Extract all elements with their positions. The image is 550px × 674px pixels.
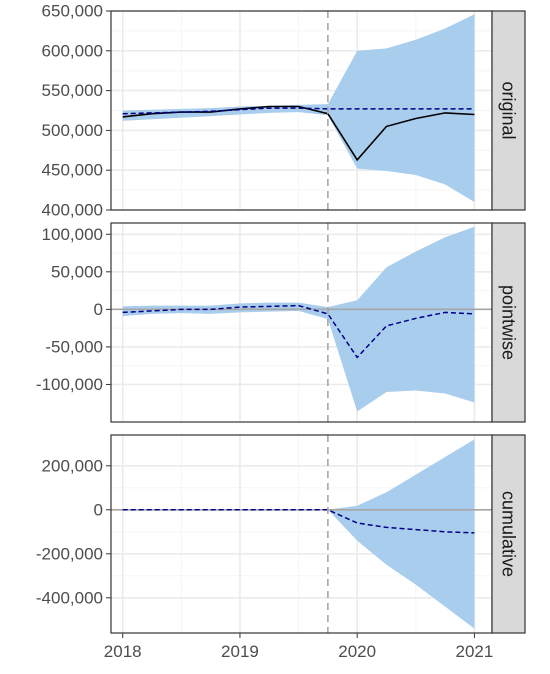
y-tick-label: 600,000 [42, 41, 103, 60]
y-tick-label: 50,000 [51, 262, 103, 281]
y-tick-label: 0 [94, 500, 103, 519]
y-tick-label: -200,000 [36, 544, 103, 563]
credible-interval-band [122, 14, 475, 203]
facet-strip-label: cumulative [499, 491, 519, 577]
facet-strip-label: pointwise [499, 285, 519, 360]
predicted-line [122, 107, 475, 115]
predicted-line [122, 509, 475, 534]
y-tick-label: 550,000 [42, 81, 103, 100]
panel-cumulative: -400,000 -200,000 0 200,000 cumulative [36, 434, 526, 634]
x-tick-label: 2019 [221, 642, 259, 661]
x-axis: 2018 2019 2020 2021 [104, 633, 494, 661]
x-tick-label: 2018 [104, 642, 142, 661]
facet-strip [491, 10, 526, 211]
y-tick-label: 450,000 [42, 161, 103, 180]
credible-interval-band [122, 439, 475, 629]
y-tick-label: -100,000 [36, 375, 103, 394]
series-group [111, 226, 492, 412]
panel-original: 400,000 450,000 500,000 550,000 600,000 650,0… [42, 2, 526, 220]
facet-strip-label: original [499, 81, 519, 139]
y-tick-label: 500,000 [42, 121, 103, 140]
y-tick-label: 200,000 [42, 456, 103, 475]
y-tick-label: -50,000 [45, 337, 103, 356]
facet-strip [491, 222, 526, 423]
facet-strip [491, 434, 526, 634]
predicted-line [122, 304, 475, 359]
y-tick-label: 0 [94, 300, 103, 319]
x-tick-label: 2021 [456, 642, 494, 661]
y-tick-label: 100,000 [42, 225, 103, 244]
series-group [111, 439, 492, 629]
x-tick-label: 2020 [338, 642, 376, 661]
panel-pointwise: -100,000 -50,000 0 50,000 100,000 pointwise [36, 222, 526, 423]
y-tick-label: 650,000 [42, 2, 103, 21]
y-tick-label: -400,000 [36, 588, 103, 607]
series-group [122, 14, 475, 203]
credible-interval-band [122, 226, 475, 412]
y-tick-label: 400,000 [42, 201, 103, 220]
